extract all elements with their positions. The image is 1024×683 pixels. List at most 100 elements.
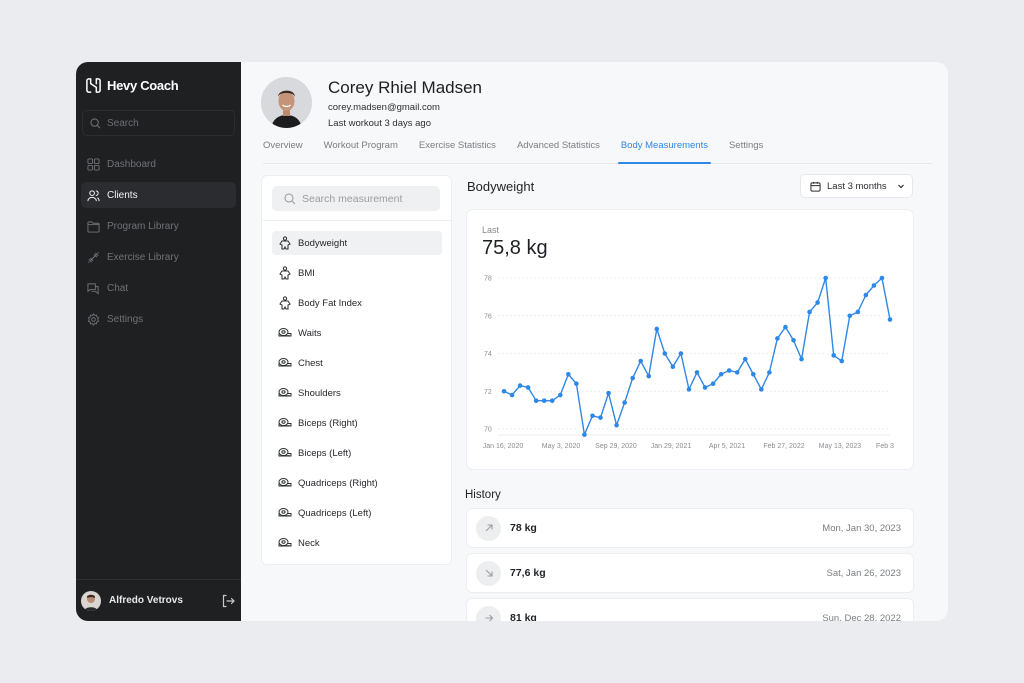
brand-logo[interactable]: Hevy Coach (85, 77, 179, 94)
measurement-label: Body Fat Index (298, 297, 362, 309)
bodyweight-chart-card: Last 75,8 kg 70 72 74 76 78 Jan 16, 2020 May 3… (466, 209, 914, 470)
history-value: 78 kg (510, 522, 537, 534)
app-window: Hevy Coach Search Dashboard Clients Prog… (76, 62, 948, 621)
sidebar: Hevy Coach Search Dashboard Clients Prog… (76, 62, 241, 621)
measurement-item-quadriceps-left[interactable]: Quadriceps (Left) (272, 501, 442, 525)
search-icon (90, 117, 101, 128)
sidebar-item-dashboard[interactable]: Dashboard (81, 151, 236, 177)
measurement-label: BMI (298, 267, 315, 279)
measurement-label: Biceps (Right) (298, 417, 358, 429)
tab-advanced-statistics[interactable]: Advanced Statistics (516, 140, 600, 151)
history-title: History (465, 489, 501, 501)
svg-text:78: 78 (484, 276, 492, 283)
svg-text:May 13, 2023: May 13, 2023 (819, 443, 862, 450)
measurement-item-biceps-left[interactable]: Biceps (Left) (272, 441, 442, 465)
measurement-item-shoulders[interactable]: Shoulders (272, 381, 442, 405)
svg-text:74: 74 (484, 351, 492, 358)
arrow-right-icon (476, 605, 501, 621)
history-row[interactable]: 81 kg Sun, Dec 28, 2022 (466, 598, 914, 621)
client-avatar (261, 77, 312, 128)
svg-text:Feb 27, 2022: Feb 27, 2022 (763, 443, 804, 450)
search-icon (284, 192, 296, 204)
sidebar-item-label: Program Library (107, 220, 179, 232)
measurement-label: Shoulders (298, 387, 341, 399)
svg-text:76: 76 (484, 313, 492, 320)
measurement-item-quadriceps-right[interactable]: Quadriceps (Right) (272, 471, 442, 495)
svg-text:Sep 29, 2020: Sep 29, 2020 (595, 443, 637, 450)
svg-text:Jan 29, 2021: Jan 29, 2021 (651, 443, 692, 450)
client-last-workout: Last workout 3 days ago (328, 118, 431, 129)
chat-icon (87, 282, 99, 295)
sidebar-item-label: Exercise Library (107, 251, 179, 263)
sidebar-item-label: Chat (107, 282, 129, 294)
measurement-item-bodyweight[interactable]: Bodyweight (272, 231, 442, 255)
logout-icon[interactable] (221, 594, 235, 608)
main-content: Corey Rhiel Madsen corey.madsen@gmail.co… (241, 62, 948, 621)
tape-measure-icon (278, 538, 292, 547)
body-icon (279, 236, 291, 250)
measurement-label: Chest (298, 357, 323, 369)
client-tabs: Overview Workout Program Exercise Statis… (263, 132, 932, 164)
sidebar-search-input[interactable]: Search (82, 110, 235, 136)
client-portrait-icon (261, 77, 312, 128)
client-name: Corey Rhiel Madsen (328, 78, 483, 97)
arrow-up-right-icon (476, 515, 501, 541)
date-range-dropdown[interactable]: Last 3 months (800, 174, 913, 198)
sidebar-nav: Dashboard Clients Program Library Exerci… (81, 151, 236, 337)
tape-measure-icon (278, 508, 292, 517)
folder-icon (87, 220, 100, 233)
svg-text:May 3, 2020: May 3, 2020 (542, 443, 581, 450)
measurement-item-chest[interactable]: Chest (272, 351, 442, 375)
tab-body-measurements[interactable]: Body Measurements (617, 132, 712, 164)
client-email: corey.madsen@gmail.com (328, 102, 440, 113)
sidebar-item-chat[interactable]: Chat (81, 275, 236, 301)
sidebar-item-exercise-library[interactable]: Exercise Library (81, 244, 236, 270)
measurement-panel: Search measurement Bodyweight BMI Body F… (261, 175, 452, 565)
tape-measure-icon (278, 328, 292, 337)
gear-icon (87, 312, 100, 326)
sidebar-item-label: Dashboard (107, 158, 156, 170)
measurement-item-waits[interactable]: Waits (272, 321, 442, 345)
svg-text:70: 70 (484, 427, 492, 434)
user-avatar[interactable] (81, 590, 101, 611)
measurement-item-body-fat-index[interactable]: Body Fat Index (272, 291, 442, 315)
history-row[interactable]: 78 kg Mon, Jan 30, 2023 (466, 508, 914, 548)
dashboard-icon (87, 157, 100, 171)
sidebar-item-clients[interactable]: Clients (81, 182, 236, 208)
bodyweight-line-chart[interactable]: 70 72 74 76 78 Jan 16, 2020 May 3, 2020 Sep 29,… (467, 210, 915, 471)
divider (262, 220, 451, 221)
arrow-down-right-icon (476, 560, 501, 586)
measurement-label: Biceps (Left) (298, 447, 352, 459)
body-icon (279, 296, 291, 310)
svg-text:Feb 3: Feb 3 (876, 443, 894, 450)
chart-title: Bodyweight (467, 179, 535, 194)
users-icon (87, 189, 100, 201)
tape-measure-icon (278, 448, 292, 457)
sidebar-item-program-library[interactable]: Program Library (81, 213, 236, 239)
tab-workout-program[interactable]: Workout Program (323, 140, 398, 151)
measurement-label: Neck (298, 537, 320, 549)
tab-overview[interactable]: Overview (263, 140, 303, 151)
sidebar-search-placeholder: Search (107, 117, 139, 129)
measurement-search-placeholder: Search measurement (302, 192, 403, 205)
history-date: Sun, Dec 28, 2022 (822, 612, 901, 622)
calendar-icon (810, 181, 821, 192)
tab-exercise-statistics[interactable]: Exercise Statistics (418, 140, 496, 151)
sidebar-item-settings[interactable]: Settings (81, 306, 236, 332)
measurement-item-bmi[interactable]: BMI (272, 261, 442, 285)
tab-settings[interactable]: Settings (728, 140, 764, 151)
dumbbell-icon (88, 251, 99, 263)
measurement-label: Bodyweight (298, 237, 348, 249)
measurement-item-biceps-right[interactable]: Biceps (Right) (272, 411, 442, 435)
sidebar-item-label: Clients (107, 189, 138, 201)
history-value: 81 kg (510, 612, 537, 621)
measurement-item-neck[interactable]: Neck (272, 531, 442, 555)
measurement-search-input[interactable]: Search measurement (272, 186, 440, 211)
measurement-label: Quadriceps (Left) (298, 507, 372, 519)
history-date: Sat, Jan 26, 2023 (826, 567, 901, 579)
last-label: Last (482, 225, 500, 235)
chevron-down-icon (897, 184, 904, 189)
tape-measure-icon (278, 418, 292, 427)
history-row[interactable]: 77,6 kg Sat, Jan 26, 2023 (466, 553, 914, 593)
date-range-value: Last 3 months (827, 180, 887, 192)
